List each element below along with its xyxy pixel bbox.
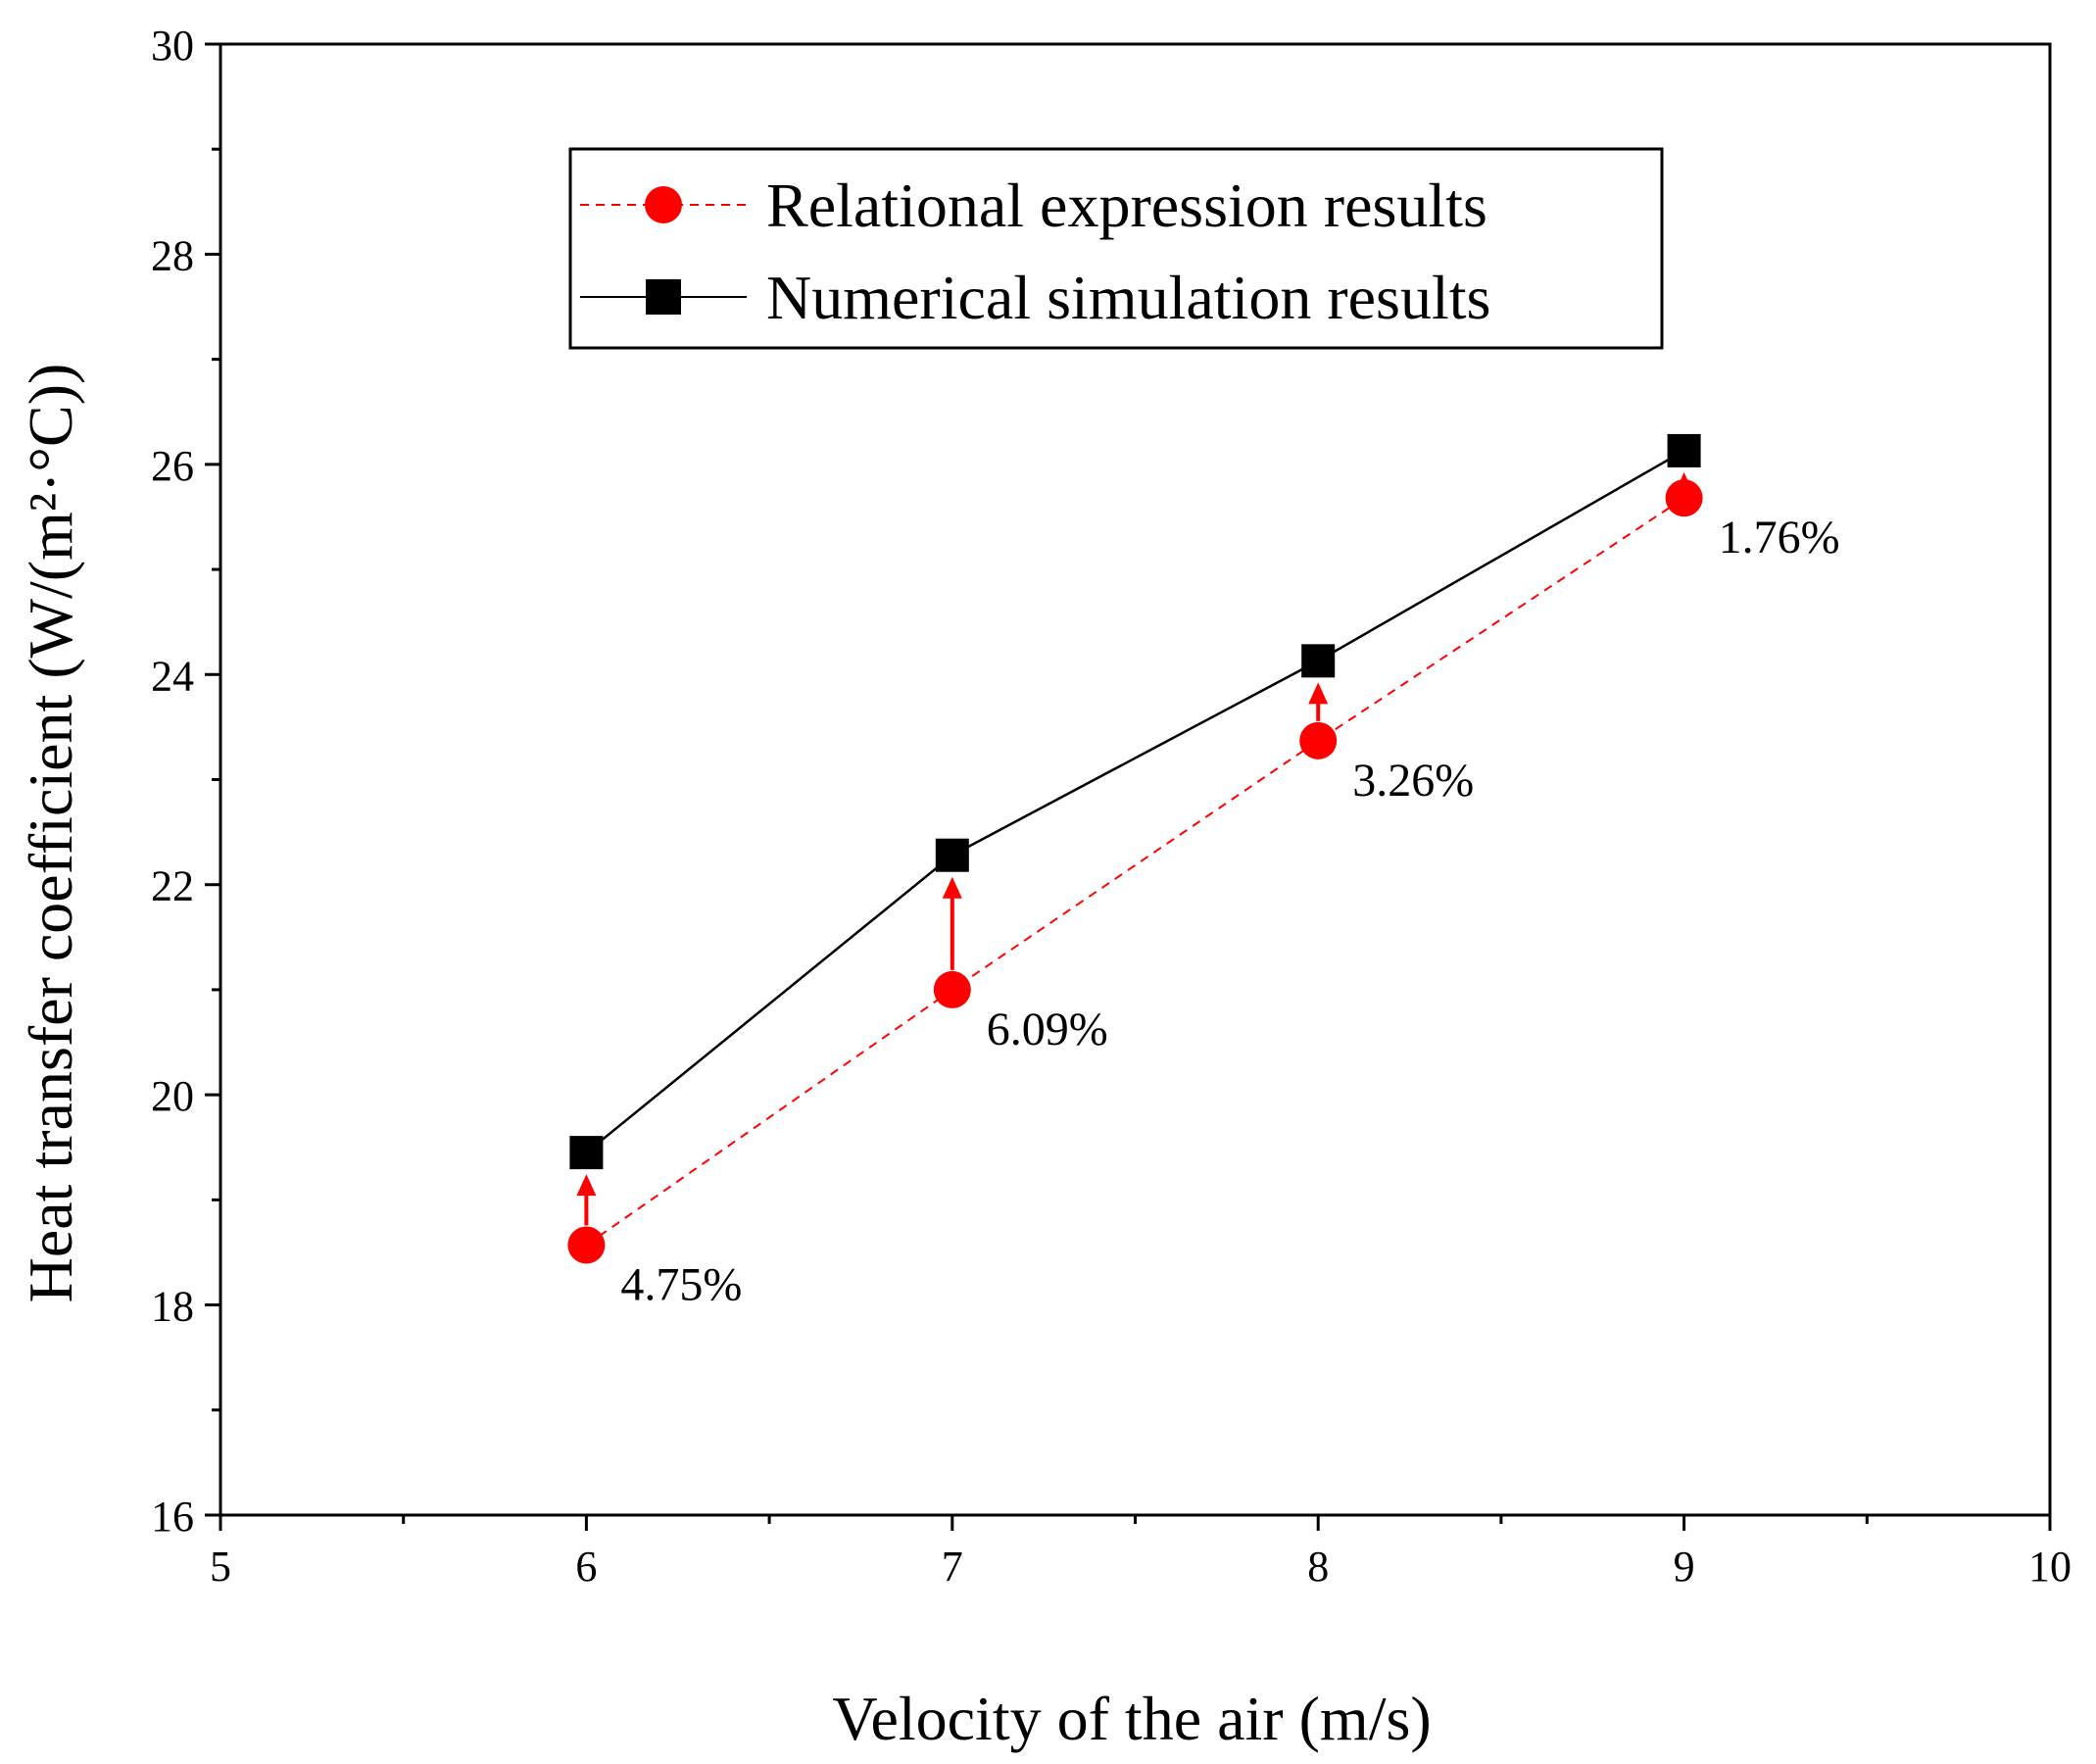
x-tick-label: 10 [2028, 1543, 2072, 1591]
percent-difference-label: 4.75% [620, 1258, 742, 1310]
x-tick-label: 9 [1674, 1543, 1695, 1591]
relational-data-point [567, 1226, 606, 1264]
legend: Relational expression results Numerical … [568, 147, 1664, 350]
y-tick-label: 24 [151, 652, 194, 700]
legend-label-relational: Relational expression results [766, 171, 1487, 240]
numerical-data-point [1667, 433, 1701, 467]
series-line-numerical [585, 449, 1685, 1154]
series-line-relational [585, 497, 1685, 1247]
x-tick-label: 6 [575, 1543, 597, 1591]
x-tick-label: 7 [942, 1543, 963, 1591]
legend-marker-relational [645, 186, 682, 223]
legend-box [568, 147, 1664, 350]
y-tick-label: 28 [151, 231, 194, 279]
legend-label-numerical: Numerical simulation results [766, 263, 1490, 332]
x-tick-label: 5 [210, 1543, 231, 1591]
relational-data-point [1299, 721, 1338, 760]
percent-labels-group: 4.75% 6.09% 3.26% 1.76% [620, 512, 1839, 1310]
y-tick-label: 16 [151, 1493, 194, 1541]
difference-arrows-group [576, 471, 1694, 1226]
percent-difference-label: 6.09% [987, 1004, 1108, 1055]
difference-arrow-head [1308, 682, 1329, 705]
percent-difference-label: 1.76% [1719, 512, 1840, 564]
axis-ticks-group: 5 6 7 8 9 10 16 18 20 22 24 26 28 30 [151, 22, 2072, 1591]
numerical-data-point [935, 838, 969, 872]
percent-difference-label: 3.26% [1352, 755, 1474, 807]
y-tick-label: 20 [151, 1072, 194, 1120]
numerical-data-point [1301, 644, 1336, 678]
y-tick-label: 18 [151, 1283, 194, 1331]
relational-data-point [933, 970, 971, 1008]
y-tick-label: 30 [151, 22, 194, 70]
relational-data-point [1665, 479, 1703, 517]
legend-marker-numerical [646, 279, 681, 315]
series-lines-group [585, 449, 1685, 1247]
series-markers-group [567, 433, 1703, 1264]
numerical-data-point [569, 1136, 604, 1170]
y-tick-label: 22 [151, 862, 194, 910]
difference-arrow-head [576, 1174, 597, 1197]
x-tick-label: 8 [1307, 1543, 1329, 1591]
difference-arrow-head [942, 876, 962, 899]
y-tick-label: 26 [151, 442, 194, 490]
y-axis-title: Heat transfer coefficient (W/(m²·°C)) [16, 364, 85, 1303]
x-axis-title: Velocity of the air (m/s) [832, 1684, 1431, 1753]
